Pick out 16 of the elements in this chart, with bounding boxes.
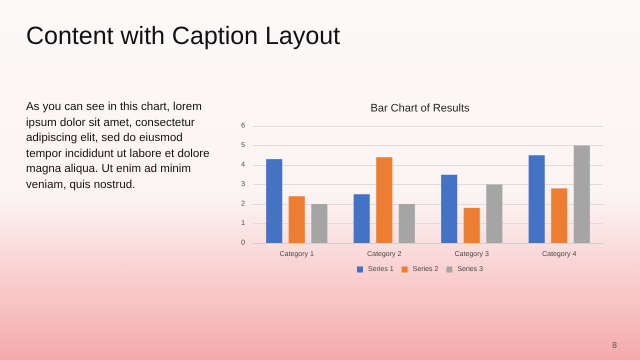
text: As you can see in this chart, lorem ipsum dolor sit amet, consectetur adipiscing elit, sed do eiusmod tempor incididunt ut labore et dolore magna aliqua. Ut enim ad minim veniam, quis nostrud. — [26, 100, 210, 192]
bar — [486, 184, 502, 243]
bar — [551, 188, 568, 243]
bar — [354, 194, 370, 243]
text: Content with Caption Layout — [26, 22, 340, 51]
text: 8 — [612, 341, 618, 350]
bar — [288, 196, 305, 243]
chart-title: Bar Chart of Results — [370, 102, 470, 114]
bar — [574, 146, 590, 243]
bar — [528, 155, 545, 243]
bar — [311, 204, 328, 243]
bar — [398, 204, 415, 243]
bar — [376, 157, 392, 243]
bar — [441, 174, 458, 243]
bar — [464, 208, 480, 243]
bar — [266, 159, 282, 243]
